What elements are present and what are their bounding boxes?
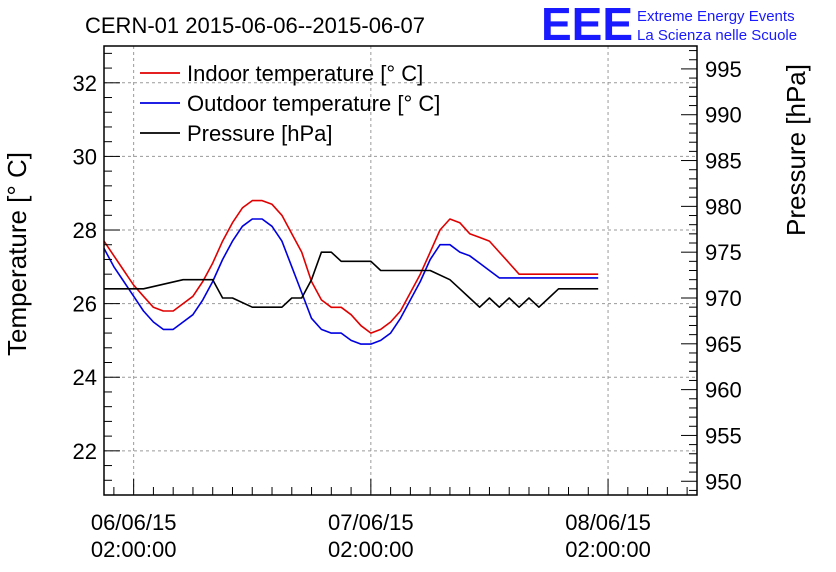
y-tick-label: 26 bbox=[73, 292, 97, 317]
y-tick-label: 32 bbox=[73, 71, 97, 96]
y2-tick-label: 995 bbox=[705, 57, 742, 82]
legend-label-1: Indoor temperature [° C] bbox=[187, 61, 423, 86]
y2-tick-label: 965 bbox=[705, 332, 742, 357]
x-tick-label-date: 07/06/15 bbox=[328, 510, 414, 535]
y-tick-label: 22 bbox=[73, 439, 97, 464]
x-tick-label-time: 02:00:00 bbox=[565, 537, 651, 562]
grid-lines bbox=[104, 46, 697, 495]
series-line-3 bbox=[104, 251, 599, 308]
y2-tick-label: 985 bbox=[705, 149, 742, 174]
y2-tick-label: 960 bbox=[705, 378, 742, 403]
series-line-1 bbox=[103, 199, 599, 334]
y2-tick-label: 980 bbox=[705, 194, 742, 219]
y2-tick-label: 950 bbox=[705, 469, 742, 494]
x-tick-label-time: 02:00:00 bbox=[328, 537, 414, 562]
y-tick-label: 24 bbox=[73, 365, 97, 390]
y-axis-title: Temperature [° C] bbox=[2, 152, 32, 356]
logo-line-2: La Scienza nelle Scuole bbox=[637, 27, 797, 44]
y2-tick-label: 955 bbox=[705, 423, 742, 448]
series-line-2 bbox=[103, 218, 599, 345]
x-tick-label-time: 02:00:00 bbox=[91, 537, 177, 562]
y2-axis-title: Pressure [hPa] bbox=[781, 64, 811, 236]
legend-label-2: Outdoor temperature [° C] bbox=[187, 91, 440, 116]
y-tick-label: 28 bbox=[73, 218, 97, 243]
y2-tick-label: 990 bbox=[705, 103, 742, 128]
tick-label-layer: 22 24 26 28 30 32 950 955 960 965 970 975 980 985 990 9… bbox=[73, 57, 742, 562]
x-tick-label-date: 06/06/15 bbox=[91, 510, 177, 535]
y2-tick-label: 970 bbox=[705, 286, 742, 311]
chart-title: CERN-01 2015-06-06--2015-06-07 bbox=[85, 13, 425, 38]
logo-line-1: Extreme Energy Events bbox=[637, 8, 795, 25]
logo-mark: EEE bbox=[541, 0, 633, 50]
series-layer bbox=[103, 199, 599, 345]
x-tick-label-date: 08/06/15 bbox=[565, 510, 651, 535]
legend-label-3: Pressure [hPa] bbox=[187, 121, 333, 146]
legend: Indoor temperature [° C] Outdoor temperat… bbox=[140, 61, 440, 146]
y2-tick-label: 975 bbox=[705, 240, 742, 265]
y-tick-label: 30 bbox=[73, 144, 97, 169]
tick-layer bbox=[104, 50, 697, 496]
